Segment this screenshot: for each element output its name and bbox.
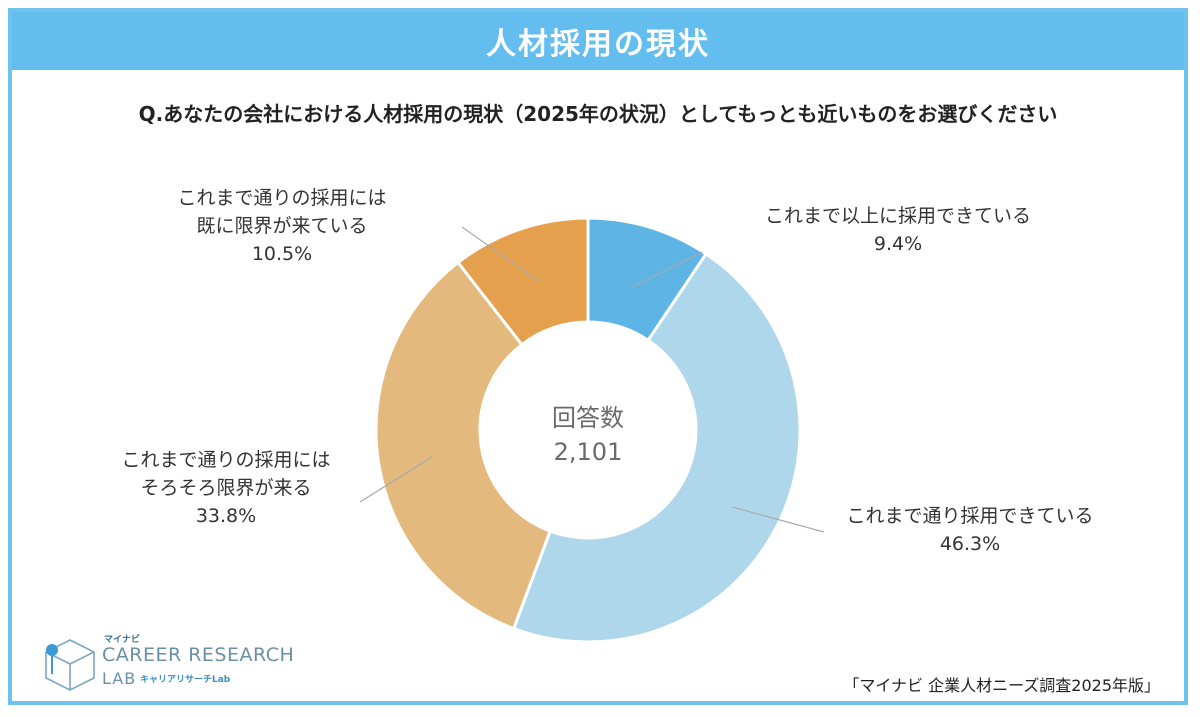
slice-value-label-4: 10.5% xyxy=(252,243,312,265)
slice-category-label-4: 既に限界が来ている xyxy=(196,215,367,237)
leader-line-4 xyxy=(461,226,541,283)
slice-category-label-1: これまで以上に採用できている xyxy=(765,205,1031,227)
slice-value-label-3: 33.8% xyxy=(196,505,256,527)
chart-title: 人材採用の現状 xyxy=(486,27,710,62)
leader-line-2 xyxy=(731,506,825,533)
slice-category-label-3: これまで通りの採用には xyxy=(121,449,330,471)
center-count: 2,101 xyxy=(554,438,623,466)
cube-logo-icon xyxy=(45,639,95,691)
slice-category-label-4: これまで通りの採用には xyxy=(177,187,386,209)
chart-frame: 人材採用の現状 Q.あなたの会社における人材採用の現状（2025年の状況）として… xyxy=(8,8,1188,705)
leader-line-3 xyxy=(359,456,433,503)
slice-value-label-1: 9.4% xyxy=(874,233,922,255)
question-text: Q.あなたの会社における人材採用の現状（2025年の状況）としてもっとも近いもの… xyxy=(138,102,1058,126)
logo-career-research: CAREER RESEARCH xyxy=(102,644,295,666)
logo-lab: LAB xyxy=(102,669,137,688)
leader-line-1 xyxy=(631,251,703,288)
donut-chart: これまで以上に採用できている 9.4% これまで通り採用できている 46.3% これまで… xyxy=(121,187,1094,644)
logo-brand-small: マイナビ xyxy=(104,635,140,645)
source-note: 「マイナビ 企業人材ニーズ調査2025年版」 xyxy=(843,676,1160,695)
donut-slice-3 xyxy=(374,260,553,631)
career-research-lab-logo: マイナビ CAREER RESEARCH LAB キャリアリサーチLab xyxy=(40,632,300,702)
slice-category-label-3: そろそろ限界が来る xyxy=(140,477,311,499)
title-banner: 人材採用の現状 xyxy=(12,12,1184,70)
slice-value-label-2: 46.3% xyxy=(940,533,1000,555)
donut-slice-2 xyxy=(511,251,802,644)
logo-jp-text: キャリアリサーチLab xyxy=(140,675,231,685)
donut-slice-4 xyxy=(455,216,590,347)
center-label: 回答数 xyxy=(552,404,624,432)
slice-category-label-2: これまで通り採用できている xyxy=(846,505,1093,527)
